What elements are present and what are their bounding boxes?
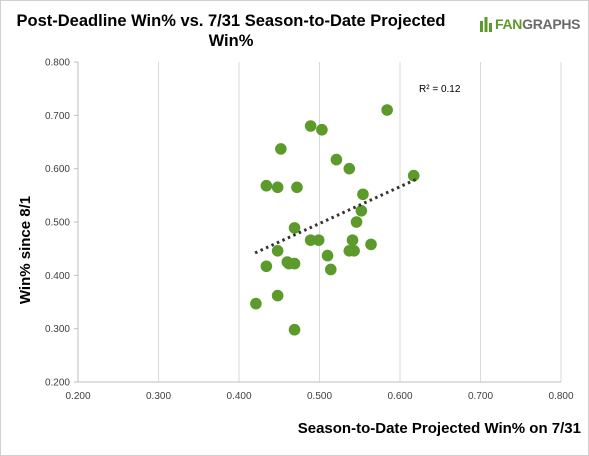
scatter-point [324,263,337,276]
scatter-point [381,104,393,116]
scatter-point [304,120,317,132]
scatter-point [407,169,420,182]
y-tick-label: 0.400 [45,271,70,282]
scatter-point [250,297,262,310]
logo-text-fan: FAN [495,16,523,32]
r-squared-annotation: R² = 0.12 [419,84,461,95]
scatter-point [346,234,359,246]
chart-title: Post-Deadline Win% vs. 7/31 Season-to-Da… [16,12,446,50]
fangraphs-logo-icon [480,17,492,32]
x-tick-label: 0.500 [307,391,332,402]
data-points [250,104,420,336]
x-tick-label: 0.700 [468,391,493,402]
scatter-point [357,188,369,201]
grid-lines [158,62,562,382]
x-tick-label: 0.200 [65,391,90,402]
scatter-point [330,153,343,166]
scatter-point [291,181,303,194]
logo-text-graphs: GRAPHS [522,16,581,32]
x-tick-label: 0.600 [387,391,412,402]
scatter-point [275,143,287,155]
scatter-point [304,234,317,246]
scatter-point [343,162,356,175]
axes [74,61,561,383]
scatter-point [288,323,301,336]
scatter-point [260,179,273,192]
y-tick-label: 0.500 [45,218,70,229]
x-tick-label: 0.300 [146,391,171,402]
scatter-point [312,234,325,246]
y-tick-label: 0.700 [45,111,70,122]
y-tick-label: 0.300 [45,324,70,335]
scatter-point [348,245,360,257]
scatter-point [355,205,368,217]
x-tick-label: 0.400 [226,391,251,402]
y-axis-title: Win% since 8/1 [17,196,34,304]
x-tick-label: 0.800 [548,391,573,402]
scatter-point [350,216,363,228]
fangraphs-logo: FAN GRAPHS [479,13,583,35]
scatter-point [288,257,301,270]
scatter-point [271,289,284,302]
scatter-point [260,260,273,273]
scatter-point [271,181,284,194]
scatter-point [288,222,301,234]
y-tick-label: 0.600 [45,164,70,175]
x-axis-title: Season-to-Date Projected Win% on 7/31 [298,420,581,437]
scatter-point [316,123,328,136]
scatter-point [365,238,377,251]
y-tick-label: 0.800 [45,58,70,69]
y-tick-label: 0.200 [45,378,70,389]
scatter-point [271,245,284,257]
tick-labels: 0.200 0.300 0.400 0.500 0.600 0.700 0.800 0.200… [45,58,574,403]
scatter-point [321,249,334,262]
